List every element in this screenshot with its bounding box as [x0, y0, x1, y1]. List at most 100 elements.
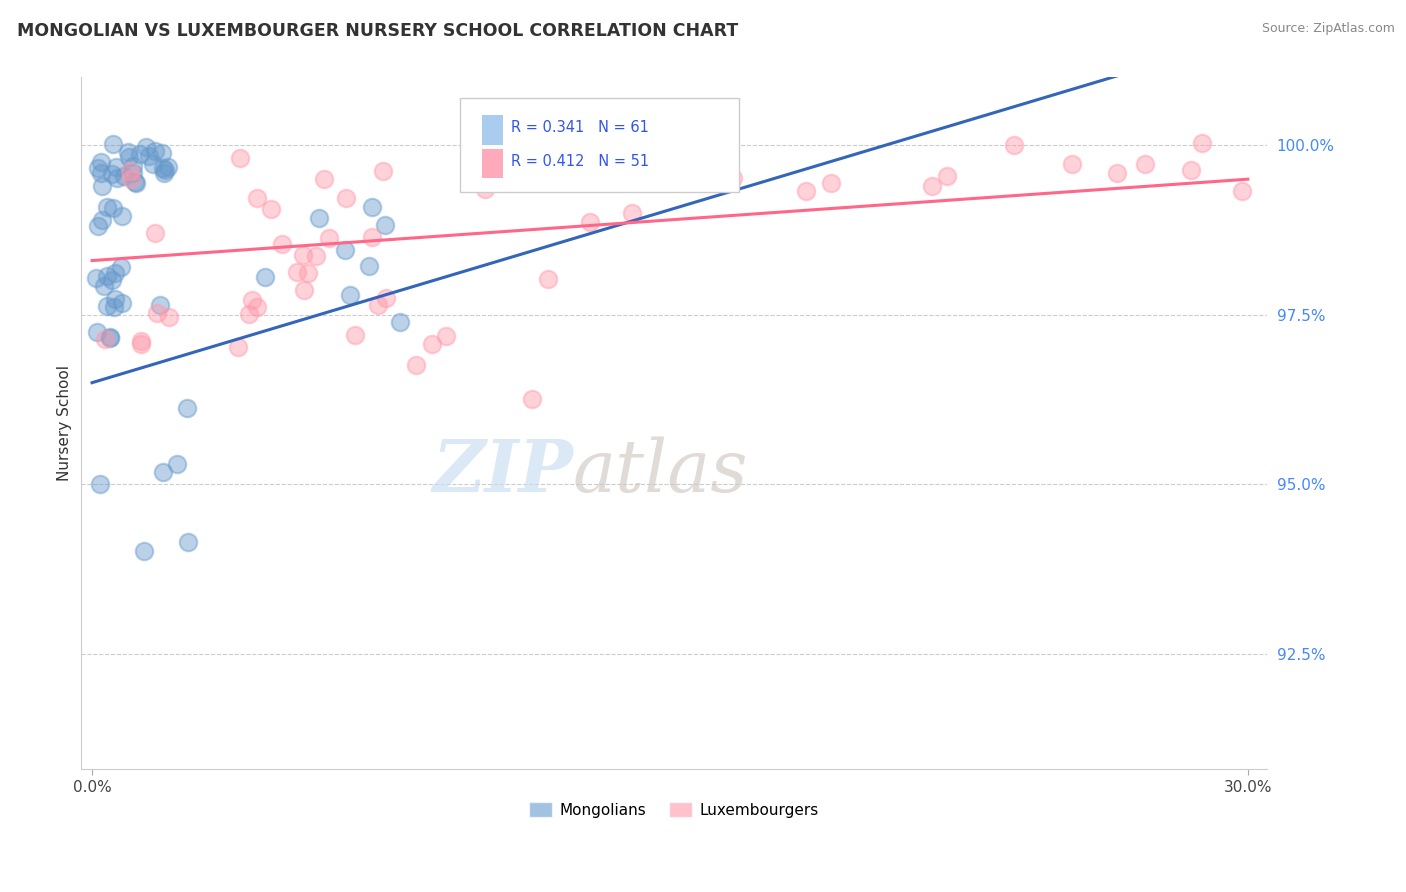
Point	[389, 315, 412, 329]
Point	[155, 163, 177, 178]
Point	[1133, 157, 1156, 171]
Point	[367, 298, 389, 312]
Point	[229, 151, 252, 165]
Point	[1060, 157, 1083, 171]
FancyBboxPatch shape	[482, 149, 503, 178]
Text: atlas: atlas	[572, 436, 748, 507]
Point	[145, 226, 167, 240]
Point	[312, 172, 335, 186]
Point	[246, 190, 269, 204]
Point	[569, 171, 592, 186]
Point	[936, 169, 959, 183]
Point	[149, 298, 172, 312]
Point	[339, 288, 361, 302]
Point	[135, 140, 157, 154]
Point	[375, 291, 398, 305]
Point	[90, 154, 112, 169]
Point	[153, 166, 176, 180]
Point	[285, 265, 308, 279]
Point	[143, 144, 166, 158]
Point	[152, 161, 174, 176]
Point	[86, 325, 108, 339]
Text: R = 0.341   N = 61: R = 0.341 N = 61	[512, 120, 650, 136]
Point	[152, 145, 174, 160]
Point	[420, 337, 443, 351]
Point	[87, 161, 110, 175]
Point	[360, 229, 382, 244]
Point	[537, 271, 560, 285]
Point	[1002, 138, 1025, 153]
Point	[921, 179, 943, 194]
Point	[260, 202, 283, 216]
Point	[820, 176, 842, 190]
Point	[721, 170, 744, 185]
Point	[344, 328, 367, 343]
Text: Source: ZipAtlas.com: Source: ZipAtlas.com	[1261, 22, 1395, 36]
Point	[371, 164, 394, 178]
Point	[156, 161, 179, 175]
Point	[176, 534, 198, 549]
Point	[101, 273, 124, 287]
Point	[794, 185, 817, 199]
Point	[87, 219, 110, 234]
Point	[157, 310, 180, 325]
Point	[128, 146, 150, 161]
Point	[98, 330, 121, 344]
Y-axis label: Nursery School: Nursery School	[58, 366, 72, 482]
Point	[146, 306, 169, 320]
Point	[142, 157, 165, 171]
Point	[121, 166, 143, 180]
Point	[166, 458, 188, 472]
Point	[111, 296, 134, 310]
Point	[297, 266, 319, 280]
Point	[104, 160, 127, 174]
Point	[105, 170, 128, 185]
Point	[1180, 163, 1202, 178]
Point	[405, 358, 427, 372]
Point	[84, 270, 107, 285]
Text: MONGOLIAN VS LUXEMBOURGER NURSERY SCHOOL CORRELATION CHART: MONGOLIAN VS LUXEMBOURGER NURSERY SCHOOL…	[17, 22, 738, 40]
Point	[652, 149, 675, 163]
Point	[112, 169, 135, 183]
Point	[91, 213, 114, 227]
Point	[270, 237, 292, 252]
Point	[1191, 136, 1213, 151]
Point	[90, 178, 112, 193]
Point	[101, 201, 124, 215]
Point	[238, 307, 260, 321]
Point	[104, 293, 127, 307]
Point	[100, 167, 122, 181]
Point	[318, 231, 340, 245]
Point	[96, 299, 118, 313]
Point	[254, 270, 277, 285]
Point	[93, 279, 115, 293]
Point	[1107, 166, 1129, 180]
Point	[132, 544, 155, 558]
FancyBboxPatch shape	[460, 98, 740, 192]
Point	[103, 301, 125, 315]
Point	[246, 300, 269, 314]
Point	[111, 210, 134, 224]
Point	[579, 215, 602, 229]
Point	[125, 176, 148, 190]
Point	[96, 200, 118, 214]
Point	[104, 266, 127, 280]
Point	[96, 268, 118, 283]
Point	[90, 165, 112, 179]
Point	[89, 477, 111, 491]
Point	[129, 334, 152, 349]
Point	[152, 466, 174, 480]
Point	[129, 337, 152, 351]
Point	[374, 219, 396, 233]
Point	[226, 340, 249, 354]
Point	[520, 392, 543, 406]
Point	[292, 248, 315, 262]
Point	[176, 401, 198, 415]
Point	[335, 190, 357, 204]
Point	[101, 136, 124, 151]
Point	[361, 200, 384, 214]
Point	[117, 145, 139, 159]
Point	[124, 175, 146, 189]
Point	[359, 260, 381, 274]
Point	[120, 172, 142, 186]
